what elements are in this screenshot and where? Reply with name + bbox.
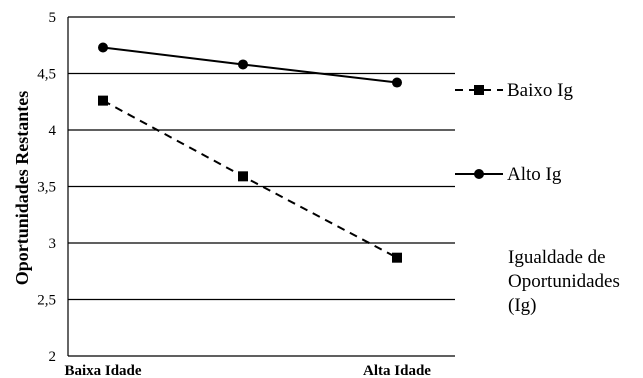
series-line-baixo-ig xyxy=(102,99,398,259)
x-tick-label: Baixa Idade xyxy=(64,363,141,378)
grid-lines xyxy=(67,16,455,357)
y-tick-label: 5 xyxy=(49,10,57,26)
legend-title-line: Igualdade de xyxy=(508,247,606,268)
y-tick-label: 4,5 xyxy=(37,67,56,83)
y-tick-labels: 2 2,5 3 3,5 4 4,5 5 xyxy=(37,10,56,365)
x-tick-label: Alta Idade xyxy=(363,363,431,378)
x-tick-labels: Baixa Idade Alta Idade xyxy=(64,363,431,378)
data-point-square xyxy=(98,95,108,106)
legend-marker-circle xyxy=(474,169,484,179)
y-tick-label: 2,5 xyxy=(37,293,56,309)
legend-label: Alto Ig xyxy=(507,164,562,185)
y-tick-label: 3 xyxy=(49,236,57,252)
data-point-circle xyxy=(392,77,402,88)
legend: Baixo Ig Alto Ig xyxy=(455,80,573,185)
data-point-circle xyxy=(98,42,108,53)
data-point-circle xyxy=(238,59,248,70)
y-tick-label: 3,5 xyxy=(37,180,56,196)
data-point-square xyxy=(238,171,248,182)
legend-marker-square xyxy=(474,85,484,95)
legend-title: Igualdade de Oportunidades (Ig) xyxy=(508,246,643,318)
y-tick-label: 4 xyxy=(49,123,57,139)
series-line-alto-ig xyxy=(102,46,398,84)
series-lines xyxy=(98,42,402,263)
data-point-square xyxy=(392,252,402,263)
y-axis-label: Oportunidades Restantes xyxy=(12,91,32,286)
y-tick-label: 2 xyxy=(49,349,57,365)
legend-title-line: Oportunidades xyxy=(508,271,620,292)
legend-label: Baixo Ig xyxy=(507,80,573,101)
legend-title-line: (Ig) xyxy=(508,295,537,316)
